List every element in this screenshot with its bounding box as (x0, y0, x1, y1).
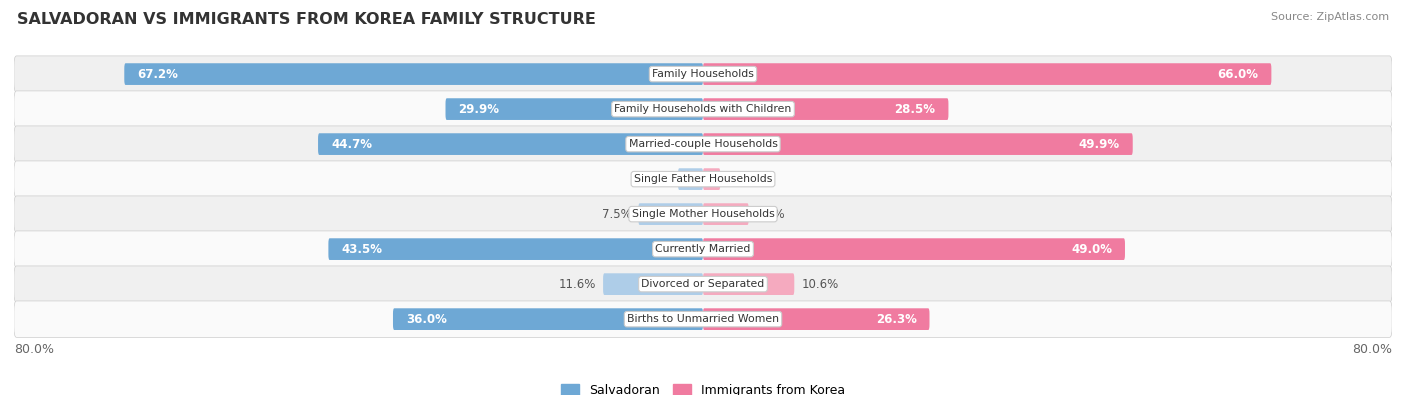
Text: 28.5%: 28.5% (894, 103, 935, 116)
Text: 67.2%: 67.2% (138, 68, 179, 81)
Text: 2.0%: 2.0% (727, 173, 756, 186)
FancyBboxPatch shape (14, 161, 1392, 198)
Text: Family Households: Family Households (652, 69, 754, 79)
Text: 44.7%: 44.7% (330, 137, 373, 150)
Text: Family Households with Children: Family Households with Children (614, 104, 792, 114)
Text: Single Father Households: Single Father Households (634, 174, 772, 184)
Text: Divorced or Separated: Divorced or Separated (641, 279, 765, 289)
Text: 2.9%: 2.9% (641, 173, 671, 186)
Text: 80.0%: 80.0% (14, 343, 53, 356)
Text: SALVADORAN VS IMMIGRANTS FROM KOREA FAMILY STRUCTURE: SALVADORAN VS IMMIGRANTS FROM KOREA FAMI… (17, 12, 596, 27)
Text: 49.9%: 49.9% (1078, 137, 1119, 150)
FancyBboxPatch shape (392, 308, 703, 330)
FancyBboxPatch shape (329, 238, 703, 260)
FancyBboxPatch shape (14, 301, 1392, 337)
FancyBboxPatch shape (603, 273, 703, 295)
Text: 5.3%: 5.3% (755, 208, 785, 221)
Text: 7.5%: 7.5% (602, 208, 631, 221)
FancyBboxPatch shape (703, 203, 748, 225)
Text: 43.5%: 43.5% (342, 243, 382, 256)
FancyBboxPatch shape (703, 273, 794, 295)
Text: 80.0%: 80.0% (1353, 343, 1392, 356)
Text: Single Mother Households: Single Mother Households (631, 209, 775, 219)
FancyBboxPatch shape (14, 196, 1392, 232)
Text: Married-couple Households: Married-couple Households (628, 139, 778, 149)
Text: 49.0%: 49.0% (1071, 243, 1112, 256)
Text: Currently Married: Currently Married (655, 244, 751, 254)
FancyBboxPatch shape (124, 63, 703, 85)
FancyBboxPatch shape (318, 133, 703, 155)
Legend: Salvadoran, Immigrants from Korea: Salvadoran, Immigrants from Korea (555, 379, 851, 395)
Text: 11.6%: 11.6% (558, 278, 596, 291)
FancyBboxPatch shape (703, 168, 720, 190)
FancyBboxPatch shape (703, 133, 1133, 155)
Text: 36.0%: 36.0% (406, 313, 447, 325)
Text: 29.9%: 29.9% (458, 103, 499, 116)
FancyBboxPatch shape (14, 266, 1392, 302)
Text: Source: ZipAtlas.com: Source: ZipAtlas.com (1271, 12, 1389, 22)
Text: 10.6%: 10.6% (801, 278, 838, 291)
FancyBboxPatch shape (703, 98, 949, 120)
FancyBboxPatch shape (703, 308, 929, 330)
Text: 66.0%: 66.0% (1218, 68, 1258, 81)
FancyBboxPatch shape (703, 238, 1125, 260)
FancyBboxPatch shape (678, 168, 703, 190)
Text: Births to Unmarried Women: Births to Unmarried Women (627, 314, 779, 324)
FancyBboxPatch shape (703, 63, 1271, 85)
FancyBboxPatch shape (14, 126, 1392, 162)
FancyBboxPatch shape (14, 231, 1392, 267)
FancyBboxPatch shape (14, 56, 1392, 92)
FancyBboxPatch shape (446, 98, 703, 120)
FancyBboxPatch shape (638, 203, 703, 225)
FancyBboxPatch shape (14, 91, 1392, 127)
Text: 26.3%: 26.3% (876, 313, 917, 325)
